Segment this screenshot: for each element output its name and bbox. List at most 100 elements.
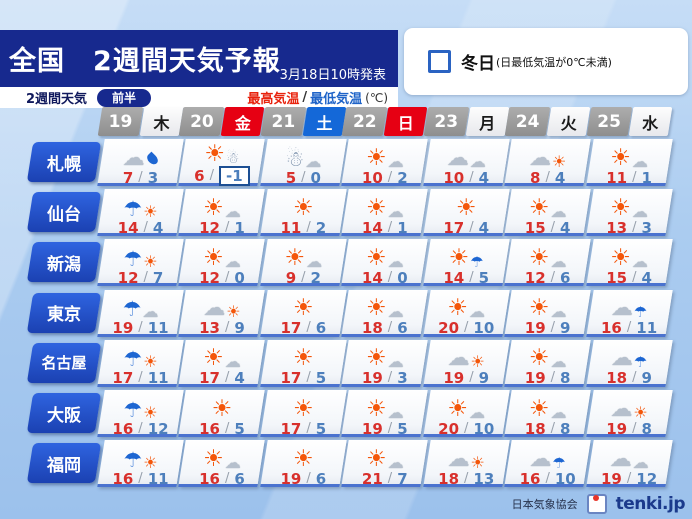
date-header-day: 火 <box>549 107 588 136</box>
weather-icon-cloud-then-rain: ☁ ☂ <box>529 445 565 471</box>
date-header-number: 20 <box>181 107 222 136</box>
forecast-cell-content: ☀ ☁ 19/3 <box>345 340 424 390</box>
forecast-cell: ☀ ☁ 15/4 <box>508 189 587 236</box>
sun-icon: ☀ <box>528 395 550 422</box>
forecast-cell: ☀ 16/5 <box>182 390 261 437</box>
high-temp: 12 <box>117 268 139 287</box>
low-temp: 0 <box>310 168 321 187</box>
temp-slash: / <box>632 269 637 285</box>
day-of-week: 月 <box>479 113 496 133</box>
city-name: 大阪 <box>47 405 81 426</box>
low-temp: 3 <box>147 168 159 187</box>
cloud-icon: ☁ <box>224 201 241 221</box>
day-of-week: 火 <box>560 113 577 133</box>
temp-slash: / <box>138 320 143 336</box>
forecast-cell: ☀ ☁ 14/1 <box>345 189 424 236</box>
weather-icon-sun-then-cloud: ☀ ☁ <box>366 344 404 370</box>
temp-slash: / <box>550 219 556 235</box>
tenki-jp-logo-icon[interactable] <box>586 494 607 514</box>
temperature-pair: 12/1 <box>199 220 245 237</box>
two-week-label: 2週間天気 <box>26 92 88 107</box>
temperature-pair: 17/4 <box>199 370 245 387</box>
low-temp: 3 <box>641 218 652 237</box>
temperature-pair: 12/0 <box>199 270 245 287</box>
umbrella-icon: ☂ <box>123 347 143 372</box>
weather-icon-sunny: ☀ <box>293 194 314 220</box>
forecast-cell-content: ☀ ☁ 14/0 <box>345 239 424 289</box>
cloud-icon: ☁ <box>387 302 404 322</box>
high-temp: 19 <box>280 469 302 488</box>
weather-icon-sun-then-cloud: ☀ ☁ <box>285 244 323 270</box>
low-temp: 5 <box>315 419 327 438</box>
city-label: 新潟 <box>30 242 98 282</box>
low-temp: 4 <box>560 218 571 237</box>
cloud-icon: ☁ <box>142 302 159 322</box>
temperature-pair: 18/6 <box>362 320 408 337</box>
forecast-cell: ☀ 17/5 <box>264 340 343 387</box>
weather-icon-sun-then-cloud: ☀ ☁ <box>203 194 241 220</box>
low-temp: 8 <box>560 369 571 388</box>
high-temp: 17 <box>280 419 302 438</box>
city-label: 札幌 <box>30 142 98 182</box>
temperature-pair: 9/2 <box>286 270 321 287</box>
winter-day-legend: 冬日 (日最低気温が0℃未満) <box>404 28 688 95</box>
sun-icon: ☀ <box>365 194 387 221</box>
high-temp: 17 <box>199 369 220 388</box>
high-temp: 19 <box>606 419 628 438</box>
forecast-cell-content: ☀ ☁ 20/10 <box>427 290 506 340</box>
sun-icon: ☀ <box>365 445 387 472</box>
date-header-day: 月 <box>468 107 507 136</box>
temperature-pair: 6/ -1 <box>194 165 250 186</box>
low-temp: 12 <box>147 419 169 438</box>
temperature-pair: 7/3 <box>123 168 159 187</box>
city-label: 仙台 <box>30 192 98 232</box>
tenki-jp-brand[interactable]: tenki.jp <box>615 494 686 514</box>
sun-icon: ☀ <box>203 345 224 372</box>
weather-icon-sun-then-rain: ☀ ☂ <box>449 244 484 270</box>
temperature-pair: 19/8 <box>525 370 571 387</box>
winter-day-term: 冬日 <box>461 54 495 74</box>
cloud-icon: ☁ <box>224 452 241 472</box>
weather-icon-sun-then-cloud: ☀ ☁ <box>610 194 648 220</box>
temperature-pair: 19/8 <box>606 419 652 438</box>
weather-icon-rain-then-sun: ☂ ☀ <box>123 445 157 471</box>
temperature-pair: 11/1 <box>606 169 652 187</box>
temperature-pair: 8/4 <box>530 169 565 187</box>
cloud-icon: ☁ <box>631 201 648 221</box>
weather-icon-sun-then-cloud: ☀ ☁ <box>529 244 567 270</box>
forecast-cell-content: ☂ ☁ 19/11 <box>101 290 180 340</box>
city-name: 仙台 <box>47 204 81 225</box>
cloud-icon: ☁ <box>387 251 404 271</box>
high-temp: 15 <box>524 218 546 237</box>
temperature-pair: 19/9 <box>443 370 489 387</box>
cloud-icon: ☁ <box>387 452 404 472</box>
date-header-day: 金 <box>223 107 262 136</box>
high-temp: 18 <box>524 419 546 438</box>
weather-icon-sun-then-cloud: ☀ ☁ <box>529 194 567 220</box>
high-temp: 16 <box>199 419 220 438</box>
temp-slash: / <box>550 370 556 386</box>
weather-icon-sun-then-cloud: ☀ ☁ <box>610 144 648 170</box>
temperature-pair: 20/10 <box>438 320 494 337</box>
forecast-cell-content: ☂ ☀ 17/11 <box>101 340 180 390</box>
low-temp: 4 <box>478 218 490 237</box>
weather-icon-sun-then-cloud: ☀ ☁ <box>366 294 404 320</box>
low-temp: 5 <box>478 268 490 287</box>
first-half-toggle[interactable]: 前半 <box>97 88 152 107</box>
temperature-pair: 16/6 <box>199 471 245 488</box>
temperature-pair: 14/4 <box>118 220 164 237</box>
forecast-cell: ☀ ☁ 18/8 <box>508 390 587 437</box>
forecast-cell: ☂ ☀ 17/11 <box>101 340 180 387</box>
forecast-cell: ☂ ☀ 14/4 <box>101 189 180 236</box>
high-temp: 10 <box>443 168 465 187</box>
forecast-cell-content: ☀ ☁ 15/4 <box>590 239 669 289</box>
forecast-cell-content: ☀ 17/5 <box>264 390 343 440</box>
weather-icon-cloudy: ☁ ☁ <box>610 445 649 471</box>
temp-slash: / <box>469 370 474 386</box>
day-of-week: 日 <box>397 113 414 133</box>
low-temp: 5 <box>234 419 245 438</box>
snowman-icon: ☃ <box>226 148 240 167</box>
forecast-cell-content: ☀ ☁ 10/2 <box>345 139 424 189</box>
sun-icon: ☀ <box>293 194 314 221</box>
temp-slash: / <box>387 169 393 185</box>
